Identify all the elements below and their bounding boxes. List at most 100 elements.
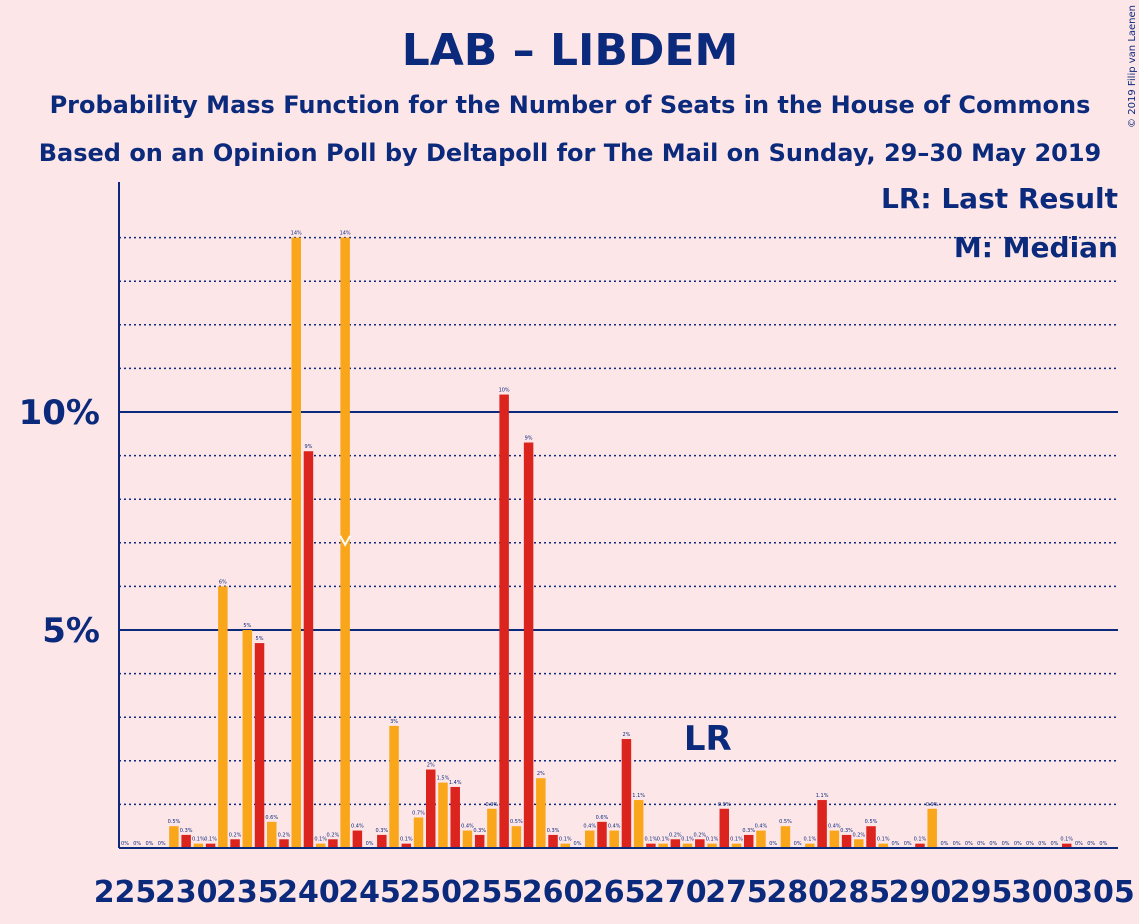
bar-label-seat-279: 0.5% xyxy=(779,819,792,825)
bar-seat-270 xyxy=(670,839,681,848)
bar-label-seat-248: 0.1% xyxy=(400,837,413,843)
axes-group xyxy=(118,182,1118,849)
chart-subtitle-2: Based on an Opinion Poll by Deltapoll fo… xyxy=(39,139,1102,167)
x-tick-label-290: 290 xyxy=(889,875,952,910)
bar-seat-252 xyxy=(450,786,460,848)
bar-label-seat-275: 0.1% xyxy=(730,837,743,843)
bar-seat-282 xyxy=(817,800,827,848)
bar-label-seat-276: 0.3% xyxy=(742,828,755,834)
bar-label-seat-285: 0.2% xyxy=(852,832,865,838)
bar-label-seat-287: 0.1% xyxy=(877,837,890,843)
bar-label-seat-257: 0.5% xyxy=(510,819,523,825)
bar-seat-242 xyxy=(328,839,338,848)
x-tick-label-230: 230 xyxy=(155,875,218,910)
bar-seat-272 xyxy=(695,839,705,848)
bar-label-seat-230: 0.3% xyxy=(180,828,193,834)
bar-label-seat-259: 2% xyxy=(537,771,545,777)
bar-label-seat-242: 0.2% xyxy=(327,832,340,838)
bar-label-seat-282: 1.1% xyxy=(816,793,829,799)
bar-label-seat-239: 14% xyxy=(291,231,302,237)
bar-seat-250 xyxy=(426,769,436,848)
bar-label-seat-243: 14% xyxy=(340,231,351,237)
x-axis-ticks: 2252302352402452502552602652702752802852… xyxy=(94,875,1135,910)
bar-seat-274 xyxy=(719,808,730,848)
bar-seat-258 xyxy=(523,442,534,848)
bar-seat-283 xyxy=(829,830,840,848)
bar-seat-229 xyxy=(169,826,179,848)
bar-label-seat-233: 6% xyxy=(219,579,227,585)
bar-seat-268 xyxy=(646,843,656,848)
bar-label-seat-294: 0% xyxy=(965,841,973,847)
bar-label-seat-249: 0.7% xyxy=(412,810,425,816)
bar-seat-240 xyxy=(303,451,314,848)
bar-label-seat-231: 0.1% xyxy=(192,837,205,843)
bar-label-seat-297: 0% xyxy=(1002,841,1010,847)
x-tick-label-305: 305 xyxy=(1072,875,1135,910)
bar-label-seat-247: 3% xyxy=(390,719,398,725)
legend-median: M: Median xyxy=(954,231,1118,264)
bar-seat-230 xyxy=(181,834,191,848)
bar-label-seat-245: 0% xyxy=(366,841,374,847)
bar-seat-249 xyxy=(413,817,424,848)
x-tick-label-235: 235 xyxy=(216,875,279,910)
bar-label-seat-295: 0% xyxy=(977,841,985,847)
bar-label-seat-261: 0.1% xyxy=(559,837,572,843)
bar-label-seat-237: 0.6% xyxy=(265,815,278,821)
bar-label-seat-269: 0.1% xyxy=(657,837,670,843)
bar-seat-271 xyxy=(682,843,693,848)
bar-label-seat-263: 0.4% xyxy=(583,824,596,830)
bar-label-seat-232: 0.1% xyxy=(204,837,217,843)
copyright-note: © 2019 Filip van Laenen xyxy=(1127,5,1138,128)
bar-label-seat-292: 0% xyxy=(940,841,948,847)
bar-seat-263 xyxy=(584,830,595,848)
bar-label-seat-296: 0% xyxy=(989,841,997,847)
bar-seat-260 xyxy=(548,834,558,848)
bar-seat-248 xyxy=(401,843,412,848)
bar-label-seat-226: 0% xyxy=(133,841,141,847)
bar-seat-276 xyxy=(743,834,754,848)
x-tick-label-300: 300 xyxy=(1011,875,1074,910)
bar-label-seat-238: 0.2% xyxy=(278,832,291,838)
bar-seat-291 xyxy=(927,808,937,848)
bar-seat-277 xyxy=(756,830,766,848)
bar-seat-284 xyxy=(841,834,852,848)
bar-seat-234 xyxy=(230,839,240,848)
bar-label-seat-256: 10% xyxy=(499,388,510,394)
bar-label-seat-228: 0% xyxy=(158,841,166,847)
bar-label-seat-300: 0% xyxy=(1038,841,1046,847)
bar-seat-286 xyxy=(866,826,876,848)
bar-seat-266 xyxy=(621,739,632,848)
bar-seat-236 xyxy=(254,643,265,848)
x-tick-label-225: 225 xyxy=(94,875,157,910)
bar-label-seat-286: 0.5% xyxy=(865,819,878,825)
bar-label-seat-240: 9% xyxy=(304,444,312,450)
bar-label-seat-289: 0% xyxy=(904,841,912,847)
y-tick-label-5: 5% xyxy=(42,611,100,651)
bar-seat-251 xyxy=(438,782,448,848)
x-tick-label-280: 280 xyxy=(766,875,829,910)
bar-label-seat-266: 2% xyxy=(622,732,630,738)
bar-label-seat-291: 0.9% xyxy=(926,802,939,808)
bar-label-seat-236: 5% xyxy=(256,636,264,642)
bar-seat-256 xyxy=(499,394,509,848)
bar-label-seat-293: 0% xyxy=(953,841,961,847)
bar-label-seat-258: 9% xyxy=(525,436,533,442)
bar-label-seat-264: 0.6% xyxy=(596,815,609,821)
bar-label-seat-246: 0.3% xyxy=(375,828,388,834)
bar-label-seat-271: 0.1% xyxy=(681,837,694,843)
y-axis-ticks: 5% 10% xyxy=(19,393,100,651)
chart-title: LAB – LIBDEM xyxy=(402,25,739,76)
x-tick-label-265: 265 xyxy=(583,875,646,910)
bar-label-seat-284: 0.3% xyxy=(840,828,853,834)
bar-seat-264 xyxy=(597,821,607,848)
bar-label-seat-229: 0.5% xyxy=(168,819,181,825)
bar-seat-279 xyxy=(780,826,791,848)
y-tick-label-10: 10% xyxy=(19,393,100,433)
bar-label-seat-305: 0% xyxy=(1099,841,1107,847)
bar-seat-237 xyxy=(267,821,277,848)
x-tick-label-245: 245 xyxy=(338,875,401,910)
bar-label-seat-254: 0.3% xyxy=(473,828,486,834)
bar-seat-281 xyxy=(805,843,815,848)
chart-subtitle: Probability Mass Function for the Number… xyxy=(50,91,1091,119)
